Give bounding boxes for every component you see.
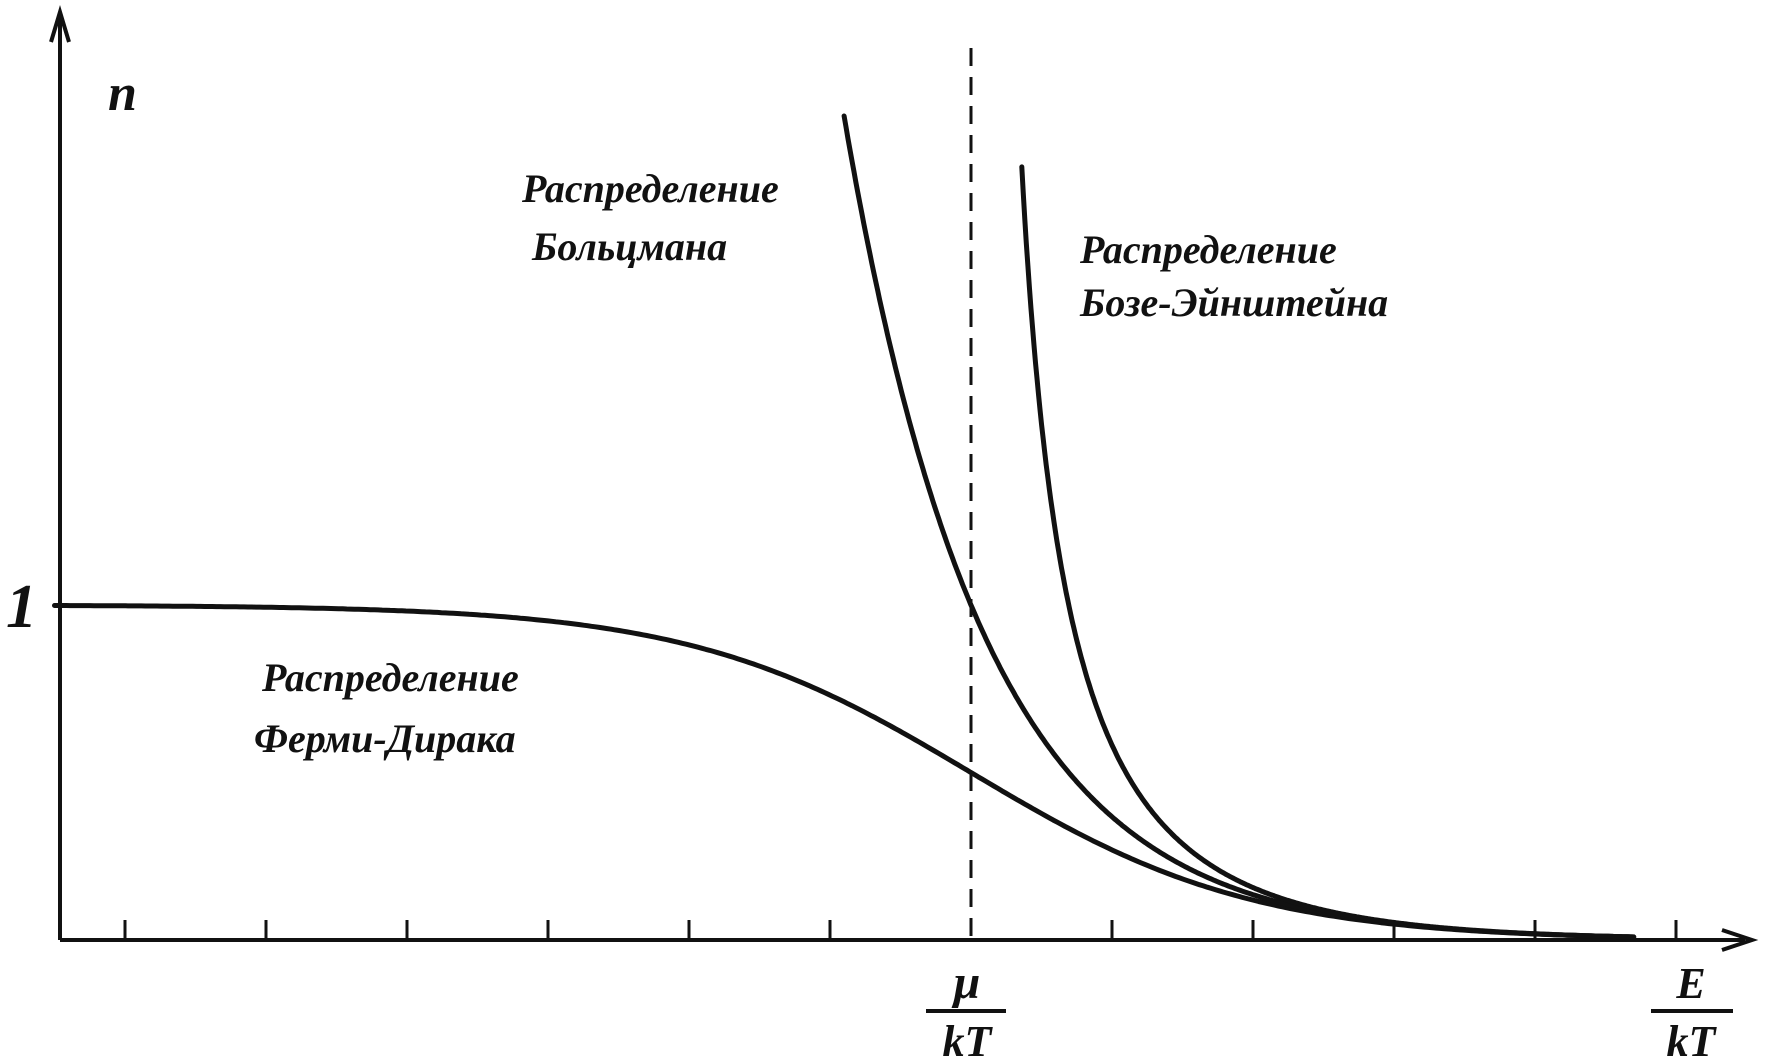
fermi-dirac-label-line2: Ферми-Дирака: [254, 716, 516, 761]
y-tick-label-one: 1: [6, 573, 37, 641]
x-axis-label-denominator: kT: [1667, 1017, 1718, 1059]
fermi-dirac-label-line1: Распределение: [261, 655, 519, 700]
boltzmann-label: Распределение Больцмана: [521, 166, 779, 269]
curves: [52, 113, 1637, 940]
y-axis-label: n: [108, 65, 137, 122]
bose-einstein-label: Распределение Бозе-Эйнштейна: [1079, 227, 1388, 325]
axes: [49, 5, 1759, 952]
mu-label-numerator: μ: [951, 956, 981, 1009]
x-axis-label: E kT: [1651, 959, 1733, 1059]
bose-einstein-label-line1: Распределение: [1079, 227, 1337, 272]
y-axis-arrow: [49, 5, 71, 43]
boltzmann-label-line1: Распределение: [521, 166, 779, 211]
mu-marker-label: μ kT: [926, 956, 1006, 1059]
boltzmann-label-line2: Больцмана: [531, 224, 727, 269]
x-axis-label-numerator: E: [1675, 959, 1705, 1008]
x-ticks: [123, 920, 1678, 940]
mu-label-denominator: kT: [943, 1017, 994, 1059]
bose-einstein-label-line2: Бозе-Эйнштейна: [1079, 280, 1388, 325]
fermi-dirac-label: Распределение Ферми-Дирака: [254, 655, 519, 761]
bose-einstein-curve: [1019, 164, 1637, 940]
x-axis-arrow: [1721, 928, 1759, 952]
